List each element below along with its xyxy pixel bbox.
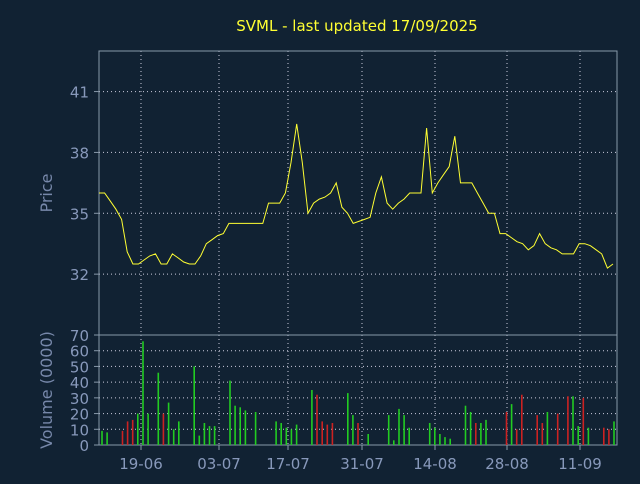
volume-y-tick-label: 30 (70, 390, 89, 408)
price-y-tick-label: 35 (70, 205, 89, 223)
x-tick-label: 17-07 (266, 455, 310, 473)
volume-axis-label: Volume (0000) (37, 331, 56, 449)
price-grid (99, 51, 617, 335)
price-y-tick-label: 38 (70, 144, 89, 162)
volume-y-tick-label: 50 (70, 358, 89, 376)
price-y-tick-label: 32 (70, 266, 89, 284)
volume-bars (101, 341, 615, 445)
volume-y-tick-label: 60 (70, 343, 89, 361)
x-tick-label: 31-07 (340, 455, 384, 473)
volume-y-tick-label: 40 (70, 374, 89, 392)
x-tick-label: 03-07 (197, 455, 241, 473)
price-line (99, 123, 614, 269)
x-tick-label: 11-09 (558, 455, 602, 473)
volume-y-tick-label: 10 (70, 421, 89, 439)
price-y-ticks: 32 35 38 41 (70, 84, 99, 284)
volume-y-tick-label: 0 (79, 437, 89, 455)
x-tick-label: 19-06 (119, 455, 163, 473)
volume-y-tick-label: 70 (70, 327, 89, 345)
volume-y-tick-label: 20 (70, 406, 89, 424)
price-axis-label: Price (37, 173, 56, 212)
price-y-tick-label: 41 (70, 84, 89, 102)
price-panel: 32 35 38 41 Price (37, 50, 618, 336)
x-tick-label: 28-08 (485, 455, 529, 473)
x-tick-label: 14-08 (413, 455, 457, 473)
x-axis-ticks: 19-06 03-07 17-07 31-07 14-08 28-08 11-09 (119, 445, 602, 473)
chart-title: SVML - last updated 17/09/2025 (236, 17, 477, 35)
